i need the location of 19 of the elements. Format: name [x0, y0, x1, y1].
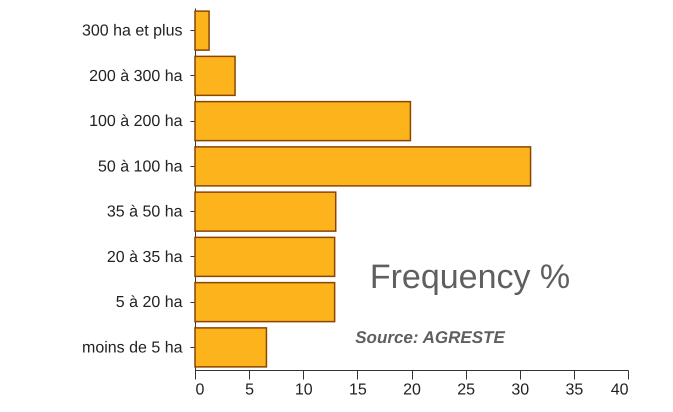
x-tick-label: 40	[610, 382, 629, 398]
y-tick-label: 50 à 100 ha	[98, 158, 183, 176]
y-tick-label: moins de 5 ha	[82, 339, 183, 356]
y-tick-label: 5 à 20 ha	[116, 294, 183, 312]
y-tick-label: 300 ha et plus	[82, 22, 182, 40]
x-tick-label: 15	[348, 382, 367, 398]
x-tick-label: 10	[294, 382, 313, 398]
y-tick-label: 100 à 200 ha	[89, 113, 183, 130]
x-tick-label: 5	[245, 382, 254, 398]
annotation: Source: AGRESTE	[355, 328, 506, 347]
y-tick-label: 20 à 35 ha	[106, 248, 183, 266]
x-tick-label: 20	[403, 382, 421, 398]
x-tick-label: 30	[511, 382, 530, 398]
annotation: Frequency %	[370, 258, 570, 296]
y-tick-label: 35 à 50 ha	[106, 204, 183, 221]
x-tick-label: 0	[196, 382, 204, 398]
x-tick-label: 25	[457, 382, 476, 398]
y-tick-label: 200 à 300 ha	[89, 68, 183, 85]
x-tick-label: 35	[565, 382, 584, 398]
